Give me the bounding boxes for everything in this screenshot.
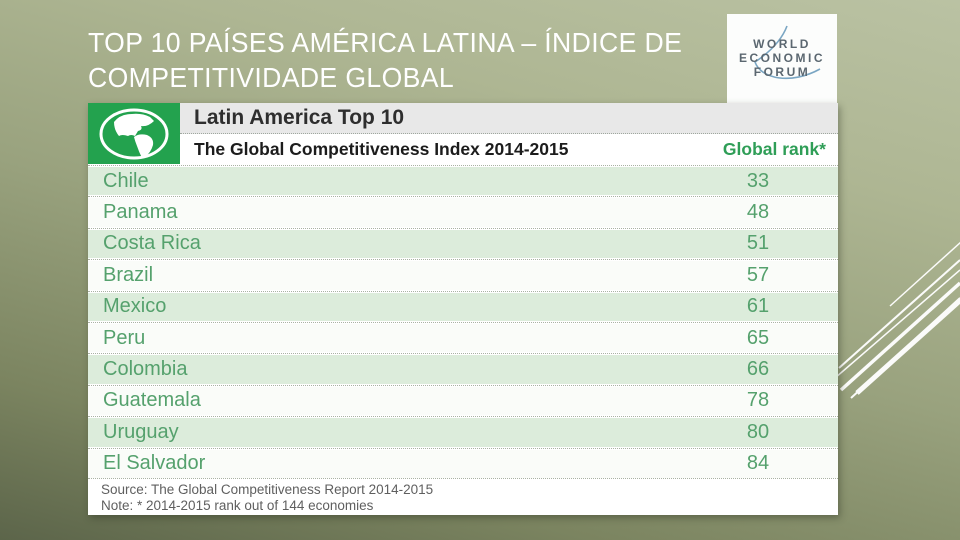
wef-logo: WORLD ECONOMIC FORUM [727,14,837,103]
country-cell: Mexico [103,295,167,318]
country-cell: Costa Rica [103,232,201,255]
table-row: Panama 48 [88,195,838,227]
table-subheader: The Global Competitiveness Index 2014-20… [194,138,569,159]
country-cell: Guatemala [103,389,201,412]
page-title-line1: TOP 10 PAÍSES AMÉRICA LATINA – ÍNDICE DE [88,27,683,58]
rank-cell: 80 [746,420,770,443]
globe-cell [88,103,180,164]
rank-cell: 57 [746,263,770,286]
rank-cell: 66 [746,358,770,381]
table-row: Colombia 66 [88,352,838,384]
rank-cell: 48 [746,201,770,224]
wef-logo-line3: FORUM [753,65,811,79]
wef-logo-text: WORLD ECONOMIC FORUM [727,37,837,79]
wef-logo-line2: ECONOMIC [739,51,825,65]
country-cell: Peru [103,326,146,349]
page-title: TOP 10 PAÍSES AMÉRICA LATINA – ÍNDICE DE… [88,25,715,95]
table-header: Latin America Top 10 The Global Competit… [88,103,838,164]
table-row: Uruguay 80 [88,415,838,447]
rank-cell: 65 [746,326,770,349]
table-row: Brazil 57 [88,258,838,290]
country-cell: Panama [103,201,178,224]
rank-cell: 33 [746,169,770,192]
table-row: Costa Rica 51 [88,226,838,259]
table-title: Latin America Top 10 [180,103,838,134]
footnote: Note: * 2014-2015 rank out of 144 econom… [101,497,374,513]
diagonal-stripes-decor [834,241,960,399]
country-cell: Uruguay [103,420,179,443]
wef-swoosh-icon [754,25,821,80]
page-title-line2: COMPETITIVIDADE GLOBAL [88,62,455,93]
table-row: Guatemala 78 [88,383,838,416]
table-rows: Chile 33 Panama 48 Costa Rica 51 Brazil … [88,164,838,478]
table-row: Peru 65 [88,320,838,353]
table-card: Latin America Top 10 The Global Competit… [88,103,838,515]
rank-cell: 51 [746,232,770,255]
table-row: Mexico 61 [88,289,838,321]
americas-globe-icon [99,108,169,159]
country-cell: Chile [103,169,149,192]
table-row: El Salvador 84 [88,446,838,478]
table-row: Chile 33 [88,164,838,196]
table-header-right: Latin America Top 10 The Global Competit… [180,103,838,164]
rank-cell: 61 [746,295,770,318]
wef-logo-line1: WORLD [753,37,811,51]
source-note: Source: The Global Competitiveness Repor… [101,481,434,497]
global-rank-header: Global rank* [722,138,826,159]
table-subheader-row: The Global Competitiveness Index 2014-20… [180,134,838,164]
country-cell: Colombia [103,358,188,381]
rank-cell: 84 [746,452,770,475]
country-cell: Brazil [103,263,154,286]
country-cell: El Salvador [103,452,206,475]
table-footer: Source: The Global Competitiveness Repor… [88,477,838,515]
rank-cell: 78 [746,389,770,412]
